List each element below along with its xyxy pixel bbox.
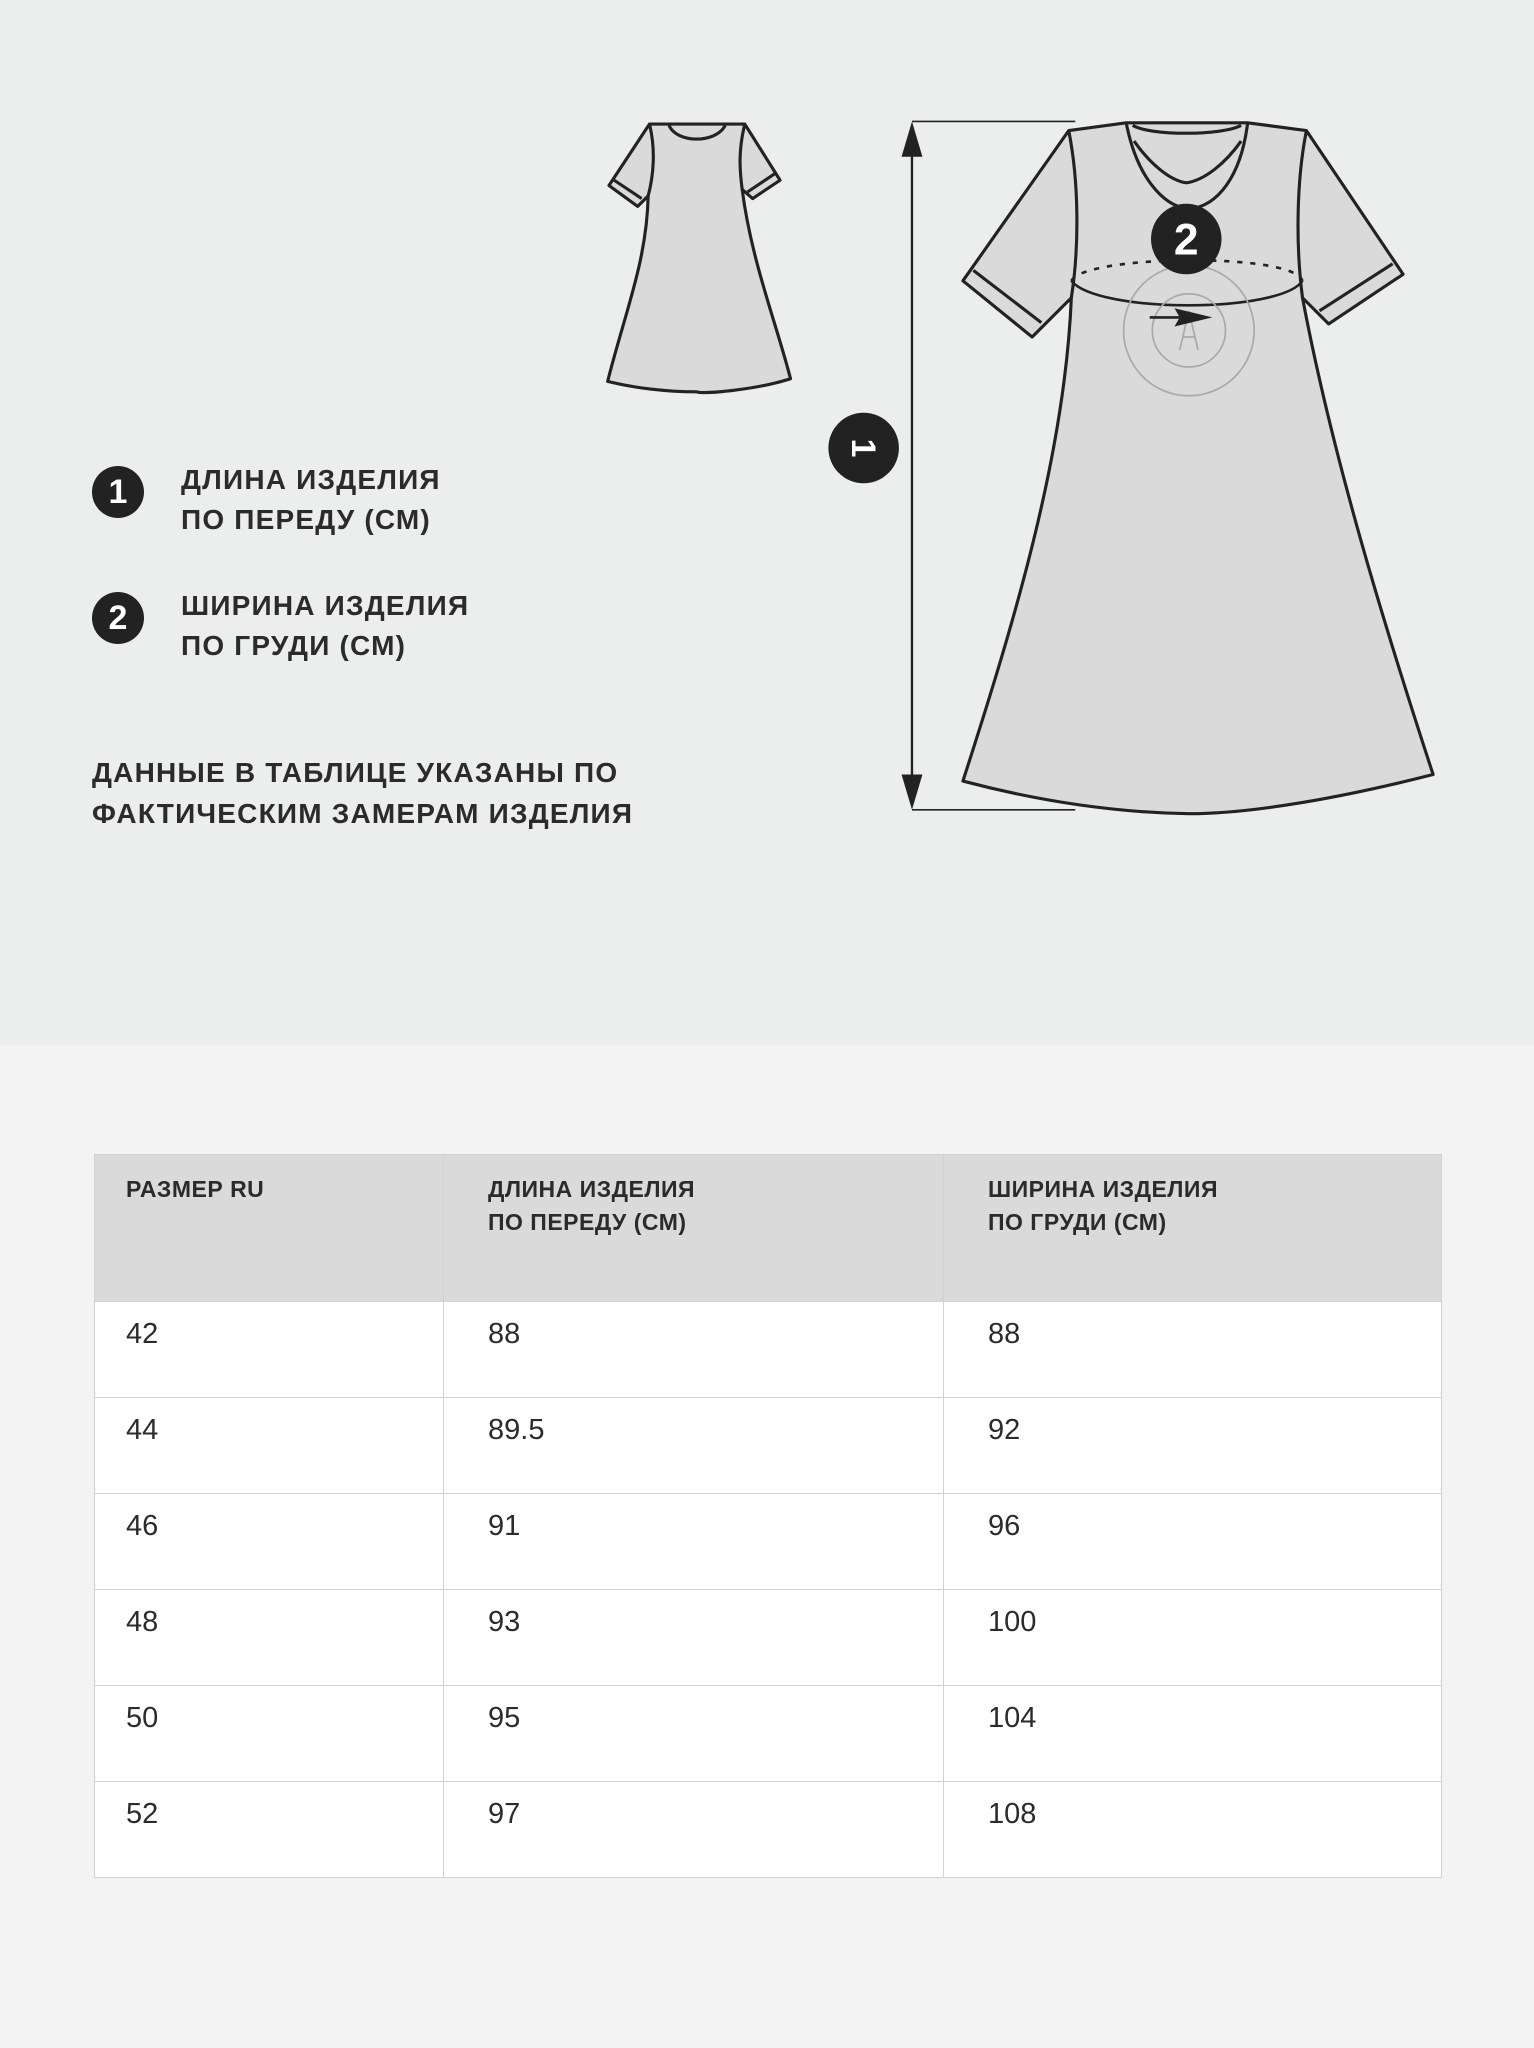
length-dimension-line [901,120,1076,811]
legend-label: ДЛИНА ИЗДЕЛИЯ ПО ПЕРЕДУ (СМ) [181,460,441,540]
length-cell: 88 [443,1301,944,1398]
header-size: РАЗМЕР RU [94,1154,444,1302]
table-row: 46 91 96 [94,1493,1442,1590]
legend-item-width: 2 ШИРИНА ИЗДЕЛИЯ ПО ГРУДИ (СМ) [92,586,469,666]
length-cell: 95 [443,1685,944,1782]
length-marker-badge: 1 [828,412,899,484]
width-cell: 92 [943,1397,1442,1494]
legend-label-line: ПО ПЕРЕДУ (СМ) [181,504,431,535]
width-marker-number: 2 [1174,216,1199,265]
width-cell: 100 [943,1589,1442,1686]
width-cell: 104 [943,1685,1442,1782]
header-length: ДЛИНА ИЗДЕЛИЯ ПО ПЕРЕДУ (СМ) [443,1154,944,1302]
size-cell: 44 [94,1397,444,1494]
width-cell: 108 [943,1781,1442,1878]
note-line: ФАКТИЧЕСКИМ ЗАМЕРАМ ИЗДЕЛИЯ [92,798,634,829]
legend-label-line: ШИРИНА ИЗДЕЛИЯ [181,590,470,621]
table-header-row: РАЗМЕР RU ДЛИНА ИЗДЕЛИЯ ПО ПЕРЕДУ (СМ) ШИ… [94,1154,1442,1302]
length-cell: 93 [443,1589,944,1686]
legend-label: ШИРИНА ИЗДЕЛИЯ ПО ГРУДИ (СМ) [181,586,469,666]
size-cell: 48 [94,1589,444,1686]
size-table: РАЗМЕР RU ДЛИНА ИЗДЕЛИЯ ПО ПЕРЕДУ (СМ) ШИ… [94,1154,1442,1878]
length-marker-number: 1 [844,439,882,458]
length-cell: 97 [443,1781,944,1878]
table-row: 50 95 104 [94,1685,1442,1782]
size-cell: 42 [94,1301,444,1398]
legend-label-line: ПО ГРУДИ (СМ) [181,630,407,661]
header-width: ШИРИНА ИЗДЕЛИЯ ПО ГРУДИ (СМ) [943,1154,1442,1302]
header-line: ДЛИНА ИЗДЕЛИЯ [488,1176,696,1202]
width-cell: 88 [943,1301,1442,1398]
size-cell: 46 [94,1493,444,1590]
legend-item-length: 1 ДЛИНА ИЗДЕЛИЯ ПО ПЕРЕДУ (СМ) [92,460,441,540]
length-cell: 89.5 [443,1397,944,1494]
header-line: РАЗМЕР RU [126,1176,265,1202]
table-row: 44 89.5 92 [94,1397,1442,1494]
size-cell: 50 [94,1685,444,1782]
length-cell: 91 [443,1493,944,1590]
header-line: ПО ПЕРЕДУ (СМ) [488,1209,687,1235]
number-badge: 1 [92,466,144,518]
header-line: ШИРИНА ИЗДЕЛИЯ [988,1176,1218,1202]
measurement-note: ДАННЫЕ В ТАБЛИЦЕ УКАЗАНЫ ПО ФАКТИЧЕСКИМ … [92,752,633,834]
header-line: ПО ГРУДИ (СМ) [988,1209,1167,1235]
width-cell: 96 [943,1493,1442,1590]
size-cell: 52 [94,1781,444,1878]
legend-label-line: ДЛИНА ИЗДЕЛИЯ [181,464,441,495]
table-row: 52 97 108 [94,1781,1442,1878]
chest-arrow-icon [1149,308,1213,327]
table-row: 48 93 100 [94,1589,1442,1686]
number-badge: 2 [92,592,144,644]
small-dress-icon [606,122,793,395]
table-row: 42 88 88 [94,1301,1442,1398]
width-marker-badge: 2 [1151,203,1222,275]
note-line: ДАННЫЕ В ТАБЛИЦЕ УКАЗАНЫ ПО [92,757,619,788]
